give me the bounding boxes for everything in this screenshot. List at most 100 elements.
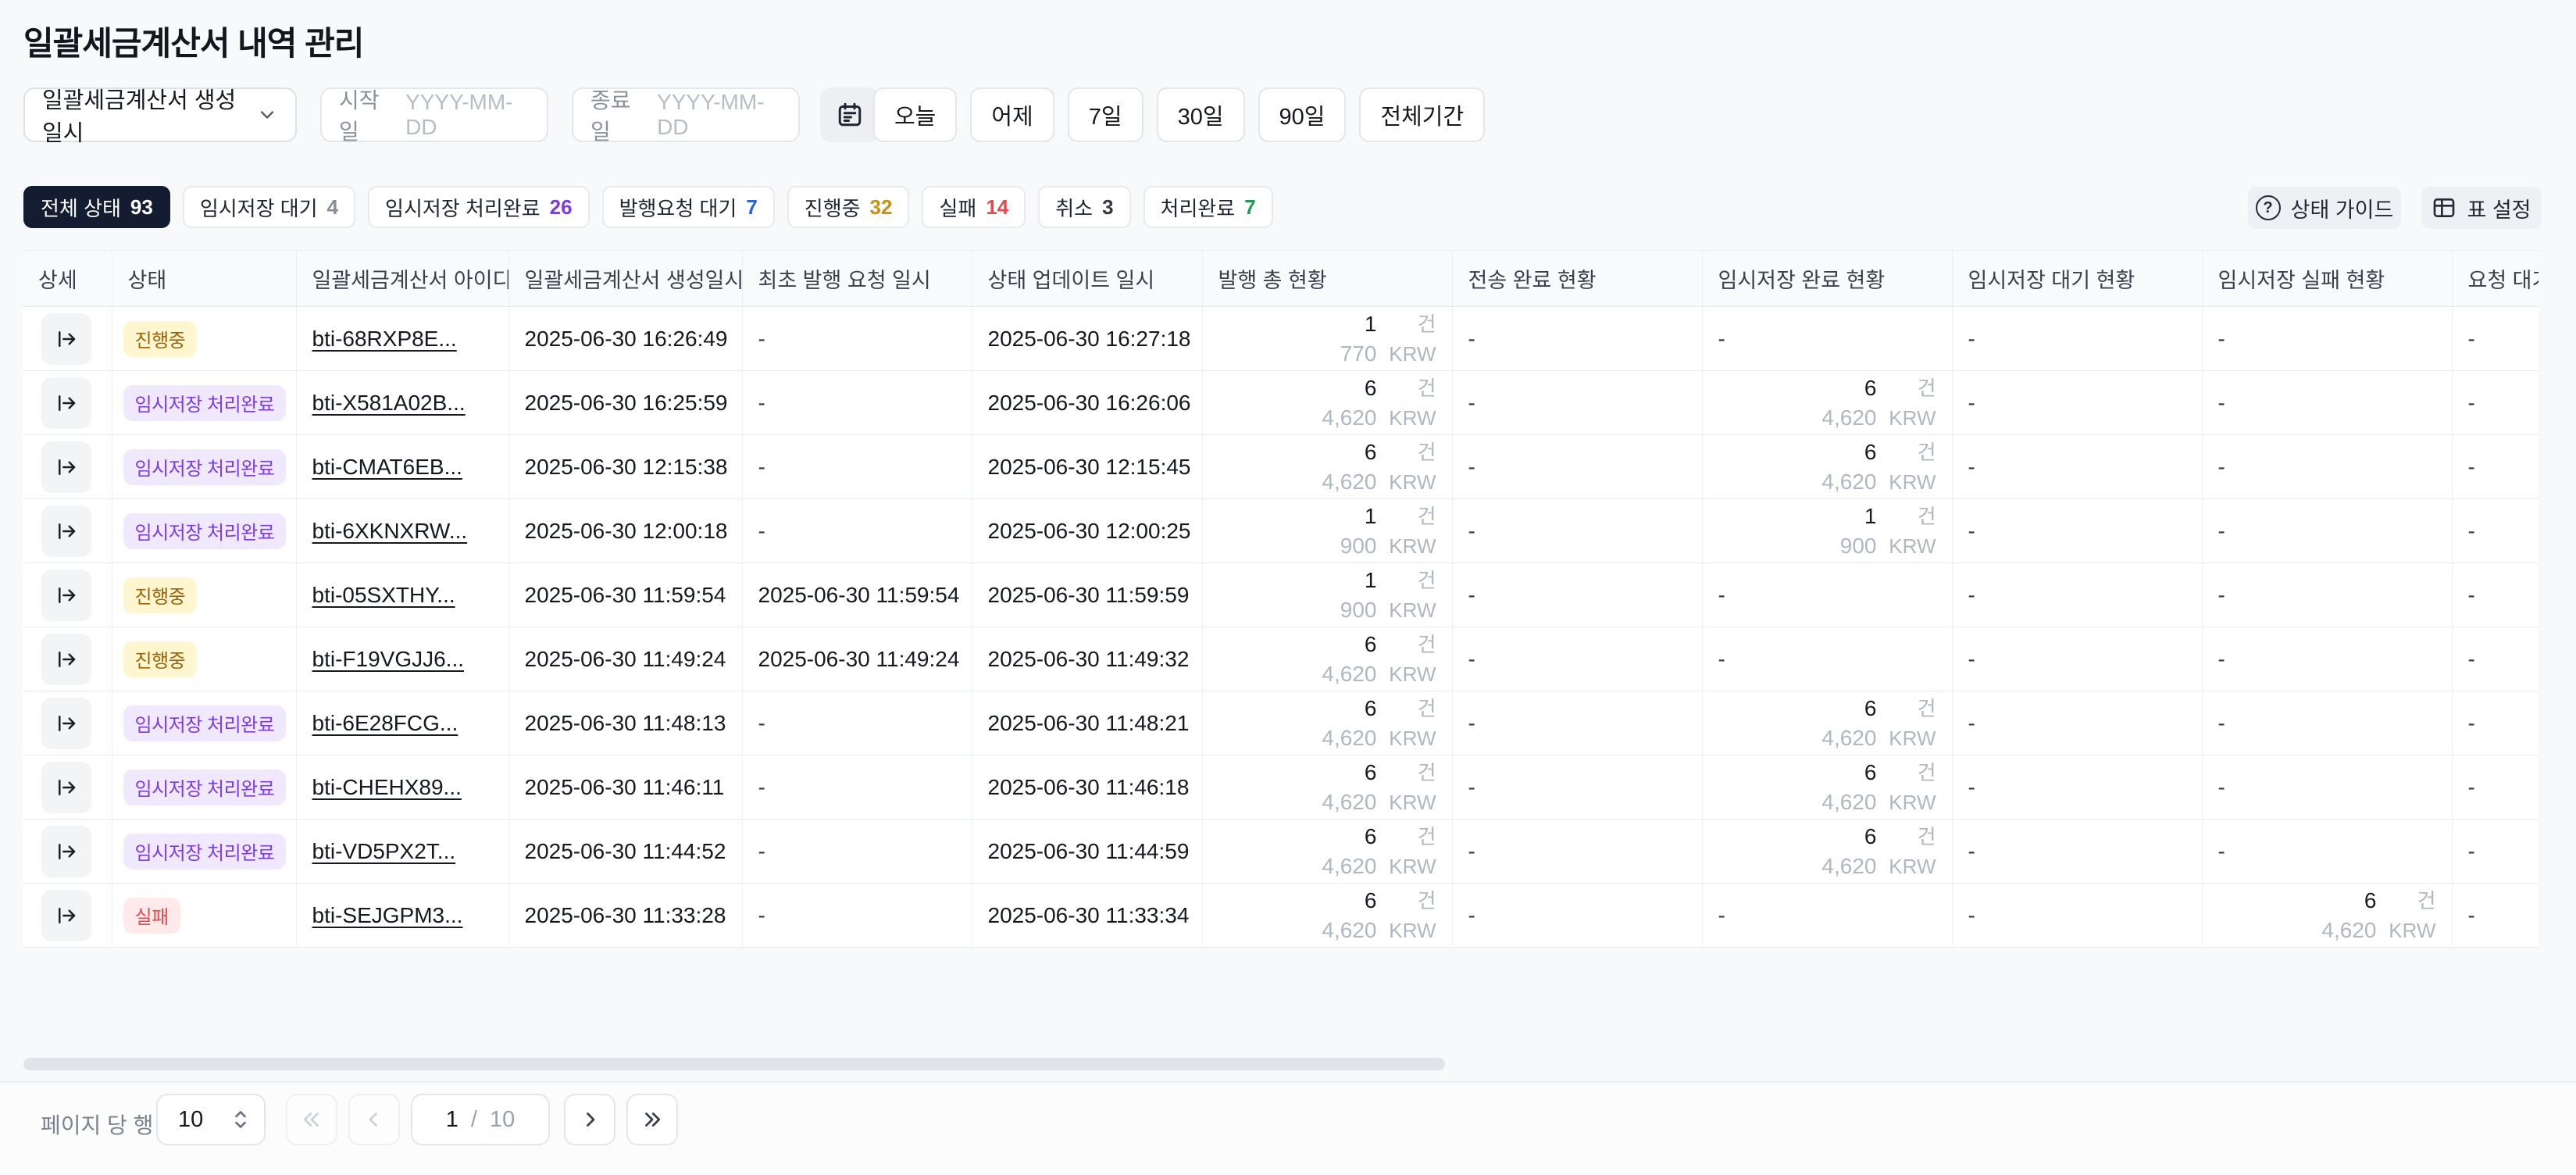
quick-range-30days[interactable]: 30일 xyxy=(1156,88,1245,142)
invoice-id-link[interactable]: bti-CHEHX89... xyxy=(312,774,462,799)
chevron-left-icon xyxy=(362,1108,386,1131)
invoice-id-link[interactable]: bti-SEJGPM3... xyxy=(312,902,463,927)
row-detail-button[interactable] xyxy=(41,633,91,685)
amount-unit: KRW xyxy=(1889,534,1936,558)
invoice-id-link[interactable]: bti-VD5PX2T... xyxy=(312,838,456,863)
cell-created-at: 2025-06-30 11:46:11 xyxy=(508,755,743,820)
page-separator: / xyxy=(470,1106,477,1132)
status-tab-count: 32 xyxy=(869,195,893,219)
table-settings-button[interactable]: 표 설정 xyxy=(2421,187,2542,229)
row-detail-button[interactable] xyxy=(41,569,91,621)
status-tab-count: 93 xyxy=(130,195,153,219)
quick-range-today[interactable]: 오늘 xyxy=(873,88,958,142)
amount-line: 4,620 KRW xyxy=(1718,788,1936,817)
quick-range-all-period[interactable]: 전체기간 xyxy=(1359,88,1486,142)
invoice-id-link[interactable]: bti-05SXTHY... xyxy=(312,582,455,607)
status-tab-count: 7 xyxy=(1244,195,1256,219)
status-tab-5[interactable]: 실패 14 xyxy=(922,186,1026,228)
previous-page-button[interactable] xyxy=(348,1094,400,1145)
amount-line: 4,620 KRW xyxy=(1718,852,1936,881)
column-header-7: 전송 완료 현황 xyxy=(1452,250,1703,307)
status-badge: 진행중 xyxy=(123,320,198,357)
amount-line: 4,620 KRW xyxy=(2218,916,2436,945)
cell-status: 실패 xyxy=(112,883,297,948)
row-detail-button[interactable] xyxy=(41,505,91,557)
invoice-id-link[interactable]: bti-X581A02B... xyxy=(312,390,466,415)
status-tab-1[interactable]: 임시저장 대기 4 xyxy=(182,186,356,228)
amount-unit: KRW xyxy=(1389,405,1436,430)
cell-draft-done: 6 건 4,620 KRW xyxy=(1702,370,1953,435)
cell-draft-fail: - xyxy=(2202,370,2453,435)
count-value: 1 xyxy=(1864,503,1877,528)
invoice-id-link[interactable]: bti-6XKNXRW... xyxy=(312,518,468,543)
cell-draft-done: - xyxy=(1702,883,1953,948)
quick-range-7days[interactable]: 7일 xyxy=(1067,88,1144,142)
date-type-select[interactable]: 일괄세금계산서 생성일시 xyxy=(23,88,297,146)
row-detail-button[interactable] xyxy=(41,761,91,813)
status-badge: 실패 xyxy=(123,897,180,934)
status-tab-3[interactable]: 발행요청 대기 7 xyxy=(601,186,775,228)
datetime-value: 2025-06-30 11:49:24 xyxy=(758,646,960,671)
count-unit: 건 xyxy=(2417,888,2436,912)
row-detail-button[interactable] xyxy=(41,377,91,429)
amount-unit: KRW xyxy=(2389,918,2436,942)
cell-first-request-at: - xyxy=(742,498,972,563)
status-tab-2[interactable]: 임시저장 처리완료 26 xyxy=(368,186,590,228)
cell-created-at: 2025-06-30 11:48:13 xyxy=(508,691,743,755)
status-tab-label: 취소 xyxy=(1055,196,1094,220)
next-page-button[interactable] xyxy=(564,1094,615,1145)
rows-per-page-select[interactable]: 10 xyxy=(156,1094,266,1145)
cell-invoice-id: bti-CHEHX89... xyxy=(296,755,509,820)
amount-unit: KRW xyxy=(1389,662,1436,686)
column-header-6: 발행 총 현황 xyxy=(1202,250,1453,307)
empty-value: - xyxy=(758,838,765,863)
status-guide-button[interactable]: ? 상태 가이드 xyxy=(2248,187,2401,229)
status-tab-4[interactable]: 진행중 32 xyxy=(787,186,910,228)
cell-invoice-id: bti-F19VGJJ6... xyxy=(296,627,509,691)
row-detail-button[interactable] xyxy=(41,441,91,493)
start-date-input[interactable]: 시작일 YYYY-MM-DD xyxy=(320,88,548,144)
end-date-input[interactable]: 종료일 YYYY-MM-DD xyxy=(572,88,800,144)
last-page-button[interactable] xyxy=(626,1094,678,1145)
status-tab-6[interactable]: 취소 3 xyxy=(1038,186,1131,228)
question-circle-icon: ? xyxy=(2255,195,2281,220)
status-badge: 임시저장 처리완료 xyxy=(123,769,287,805)
status-tab-0[interactable]: 전체 상태 93 xyxy=(23,186,170,228)
double-chevron-left-icon xyxy=(300,1108,323,1131)
invoice-id-link[interactable]: bti-CMAT6EB... xyxy=(312,454,462,479)
cell-draft-fail: - xyxy=(2202,306,2453,371)
status-tab-7[interactable]: 처리완료 7 xyxy=(1143,186,1273,228)
row-detail-button[interactable] xyxy=(41,312,91,365)
cell-first-request-at: - xyxy=(742,306,972,371)
status-badge: 진행중 xyxy=(123,577,198,613)
column-header-1: 상태 xyxy=(112,250,297,307)
arrow-from-bar-icon xyxy=(55,840,78,863)
empty-value: - xyxy=(2467,518,2475,543)
count-value: 6 xyxy=(1864,439,1877,464)
invoice-id-link[interactable]: bti-6E28FCG... xyxy=(312,710,458,735)
cell-status: 진행중 xyxy=(112,306,297,371)
amount-line: 900 KRW xyxy=(1218,595,1436,625)
cell-draft-done: 6 건 4,620 KRW xyxy=(1702,819,1953,884)
empty-value: - xyxy=(1968,390,1975,415)
empty-value: - xyxy=(1468,902,1475,927)
cell-request-wait: - xyxy=(2452,755,2539,820)
row-detail-button[interactable] xyxy=(41,825,91,877)
quick-range-90days[interactable]: 90일 xyxy=(1258,88,1347,142)
quick-range-yesterday[interactable]: 어제 xyxy=(970,88,1054,142)
row-detail-button[interactable] xyxy=(41,697,91,749)
cell-updated-at: 2025-06-30 11:48:21 xyxy=(972,691,1203,755)
amount-unit: KRW xyxy=(1889,470,1936,494)
table-row: 진행중 bti-05SXTHY... 2025-06-30 11:59:54 2025… xyxy=(23,562,2539,627)
row-detail-button[interactable] xyxy=(41,889,91,941)
invoice-id-link[interactable]: bti-68RXP8E... xyxy=(312,326,457,351)
count-unit: 건 xyxy=(1917,504,1936,528)
invoice-id-link[interactable]: bti-F19VGJJ6... xyxy=(312,646,465,671)
first-page-button[interactable] xyxy=(286,1094,337,1145)
datetime-value: 2025-06-30 11:46:18 xyxy=(987,774,1190,799)
cell-updated-at: 2025-06-30 12:15:45 xyxy=(972,434,1203,499)
calendar-button[interactable] xyxy=(820,88,879,142)
count-unit: 건 xyxy=(1917,824,1936,848)
horizontal-scrollbar-thumb[interactable] xyxy=(23,1058,1445,1070)
